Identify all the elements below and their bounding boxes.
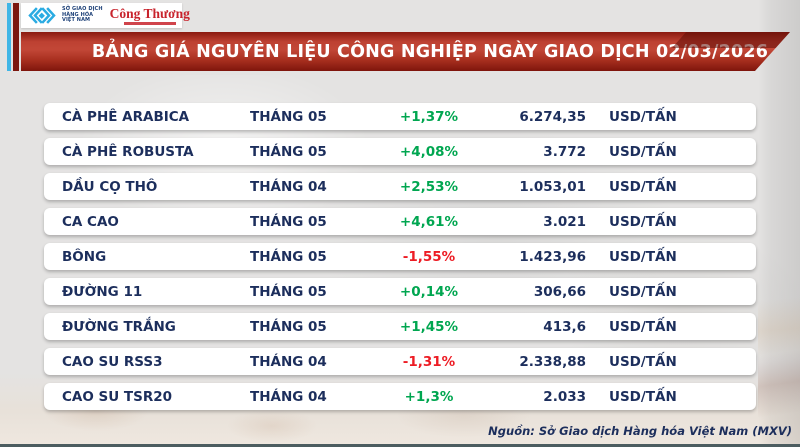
- mxv-logo-line2: HÀNG HÓA: [62, 11, 94, 18]
- background-right-streaks: [758, 270, 800, 420]
- table-row: CÀ PHÊ ROBUSTA THÁNG 05 +4,08% 3.772 USD…: [44, 138, 756, 165]
- table-row: DẦU CỌ THÔ THÁNG 04 +2,53% 1.053,01 USD/…: [44, 173, 756, 200]
- page-title: BẢNG GIÁ NGUYÊN LIỆU CÔNG NGHIỆP NGÀY GI…: [91, 41, 769, 62]
- cong-thuong-tagline-bar: [123, 21, 176, 25]
- commodity-name: BÔNG: [62, 248, 107, 265]
- contract-month: THÁNG 05: [250, 318, 327, 335]
- mxv-logo-icon: [28, 7, 56, 24]
- contract-month: THÁNG 05: [250, 213, 327, 230]
- price-value: 1.423,96: [519, 248, 586, 265]
- commodity-name: CAO SU RSS3: [62, 353, 163, 370]
- price-unit: USD/TẤN: [609, 108, 677, 125]
- price-unit: USD/TẤN: [609, 318, 677, 335]
- title-banner: BẢNG GIÁ NGUYÊN LIỆU CÔNG NGHIỆP NGÀY GI…: [21, 32, 790, 71]
- price-value: 306,66: [533, 283, 586, 300]
- cong-thuong-logo-text: Công Thương: [109, 5, 190, 21]
- background-right-band: [758, 0, 800, 447]
- mxv-logo-line3: VIỆT NAM: [62, 17, 91, 24]
- price-table: CÀ PHÊ ARABICA THÁNG 05 +1,37% 6.274,35 …: [44, 103, 756, 418]
- price-value: 6.274,35: [519, 108, 586, 125]
- table-row: CAO SU TSR20 THÁNG 04 +1,3% 2.033 USD/TẤ…: [44, 383, 756, 410]
- contract-month: THÁNG 05: [250, 283, 327, 300]
- mxv-logo-line1: SỞ GIAO DỊCH: [62, 6, 103, 13]
- commodity-name: DẦU CỌ THÔ: [62, 178, 158, 195]
- change-percent: +1,3%: [404, 388, 454, 405]
- price-value: 3.021: [543, 213, 586, 230]
- change-percent: +0,14%: [399, 283, 459, 300]
- table-row: CA CAO THÁNG 05 +4,61% 3.021 USD/TẤN: [44, 208, 756, 235]
- commodity-name: CÀ PHÊ ROBUSTA: [62, 143, 194, 160]
- price-unit: USD/TẤN: [609, 248, 677, 265]
- table-row: ĐƯỜNG TRẮNG THÁNG 05 +1,45% 413,6 USD/TẤ…: [44, 313, 756, 340]
- price-unit: USD/TẤN: [609, 143, 677, 160]
- logo-bar: SỞ GIAO DỊCH HÀNG HÓA VIỆT NAM Công Thươ…: [21, 3, 190, 28]
- price-unit: USD/TẤN: [609, 178, 677, 195]
- price-value: 3.772: [543, 143, 586, 160]
- commodity-name: CÀ PHÊ ARABICA: [62, 108, 190, 125]
- table-row: CAO SU RSS3 THÁNG 04 -1,31% 2.338,88 USD…: [44, 348, 756, 375]
- contract-month: THÁNG 05: [250, 143, 327, 160]
- price-unit: USD/TẤN: [609, 353, 677, 370]
- table-row: ĐƯỜNG 11 THÁNG 05 +0,14% 306,66 USD/TẤN: [44, 278, 756, 305]
- change-percent: -1,31%: [402, 353, 456, 370]
- left-accent-stripe-maroon: [13, 3, 19, 71]
- commodity-name: CAO SU TSR20: [62, 388, 173, 405]
- bottom-edge-bar: [0, 444, 800, 447]
- change-percent: +2,53%: [399, 178, 459, 195]
- price-unit: USD/TẤN: [609, 388, 677, 405]
- change-percent: -1,55%: [402, 248, 456, 265]
- change-percent: +4,08%: [399, 143, 459, 160]
- contract-month: THÁNG 04: [250, 178, 327, 195]
- price-unit: USD/TẤN: [609, 283, 677, 300]
- price-value: 2.338,88: [519, 353, 586, 370]
- change-percent: +1,37%: [399, 108, 459, 125]
- contract-month: THÁNG 05: [250, 108, 327, 125]
- table-row: CÀ PHÊ ARABICA THÁNG 05 +1,37% 6.274,35 …: [44, 103, 756, 130]
- change-percent: +1,45%: [399, 318, 459, 335]
- cong-thuong-logo: Công Thương: [109, 5, 190, 25]
- mxv-logo-text: SỞ GIAO DỊCH HÀNG HÓA VIỆT NAM: [62, 6, 103, 24]
- commodity-name: CA CAO: [62, 213, 119, 230]
- table-row: BÔNG THÁNG 05 -1,55% 1.423,96 USD/TẤN: [44, 243, 756, 270]
- contract-month: THÁNG 04: [250, 353, 327, 370]
- contract-month: THÁNG 05: [250, 248, 327, 265]
- price-value: 2.033: [543, 388, 586, 405]
- source-credit: Nguồn: Sở Giao dịch Hàng hóa Việt Nam (M…: [488, 424, 792, 438]
- contract-month: THÁNG 04: [250, 388, 327, 405]
- price-value: 1.053,01: [519, 178, 586, 195]
- left-accent-stripe-cyan: [7, 3, 11, 71]
- commodity-name: ĐƯỜNG TRẮNG: [62, 318, 176, 335]
- price-value: 413,6: [543, 318, 586, 335]
- commodity-name: ĐƯỜNG 11: [62, 283, 143, 300]
- change-percent: +4,61%: [399, 213, 459, 230]
- price-unit: USD/TẤN: [609, 213, 677, 230]
